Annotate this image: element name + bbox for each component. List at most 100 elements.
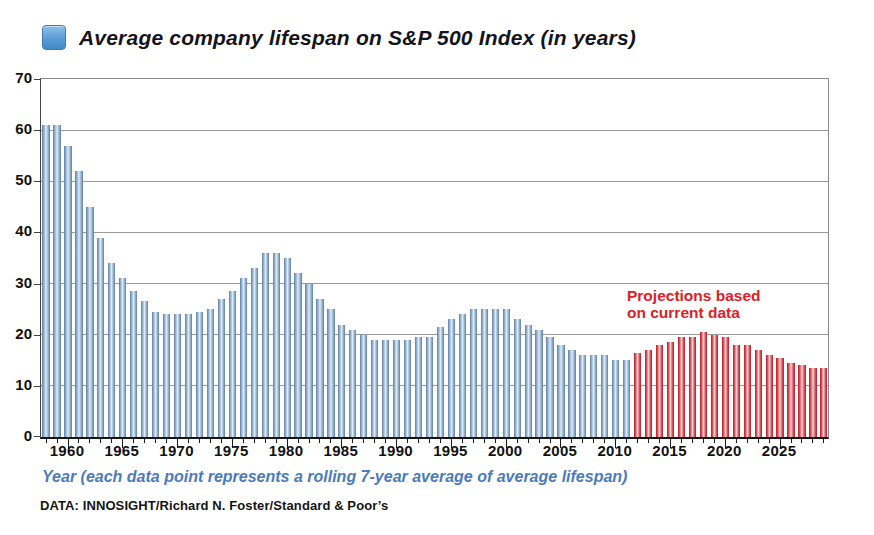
bar-1991 — [404, 340, 411, 437]
bar-2019 — [711, 335, 718, 437]
bar-2027 — [798, 365, 805, 437]
bar-1989 — [382, 340, 389, 437]
x-axis-caption: Year (each data point represents a rolli… — [42, 468, 627, 486]
bar-2015 — [667, 342, 674, 437]
y-axis-label-20: 20 — [0, 326, 32, 342]
gridline-30 — [41, 283, 828, 284]
bar-1982 — [305, 284, 312, 437]
y-tick-30 — [34, 284, 40, 285]
bar-2012 — [634, 353, 641, 437]
y-tick-70 — [34, 79, 40, 80]
bar-1998 — [481, 309, 488, 437]
bar-1959 — [53, 125, 60, 437]
bar-1972 — [196, 312, 203, 437]
chart-panel: Average company lifespan on S&P 500 Inde… — [0, 0, 874, 535]
bar-2026 — [787, 363, 794, 437]
bar-2022 — [744, 345, 751, 437]
bar-2009 — [601, 355, 608, 437]
x-tick-2028 — [812, 439, 813, 443]
bar-1996 — [459, 314, 466, 437]
bar-1965 — [119, 278, 126, 437]
bar-2013 — [645, 350, 652, 437]
gridline-60 — [41, 130, 828, 131]
y-axis-label-10: 10 — [0, 377, 32, 393]
x-axis-label-2000: 2000 — [475, 442, 535, 459]
bar-2008 — [590, 355, 597, 437]
chart-title: Average company lifespan on S&P 500 Inde… — [79, 26, 636, 50]
y-axis-label-50: 50 — [0, 172, 32, 188]
y-axis-label-40: 40 — [0, 223, 32, 239]
bar-2017 — [689, 337, 696, 437]
bar-2001 — [514, 319, 521, 437]
bar-1963 — [97, 238, 104, 437]
x-tick-2029 — [823, 439, 824, 443]
bar-1997 — [470, 309, 477, 437]
bar-1977 — [251, 268, 258, 437]
title-row: Average company lifespan on S&P 500 Inde… — [42, 25, 636, 50]
bar-2018 — [700, 332, 707, 437]
bar-1980 — [284, 258, 291, 437]
y-axis-label-30: 30 — [0, 275, 32, 291]
bar-1976 — [240, 278, 247, 437]
bar-1984 — [327, 309, 334, 437]
x-axis-label-1985: 1985 — [311, 442, 371, 459]
y-tick-20 — [34, 335, 40, 336]
projection-annotation-line2: on current data — [627, 305, 797, 322]
x-axis-label-1990: 1990 — [366, 442, 426, 459]
bar-1983 — [316, 299, 323, 437]
projection-annotation-line1: Projections based — [627, 288, 797, 305]
bar-2010 — [612, 360, 619, 437]
y-tick-10 — [34, 386, 40, 387]
y-axis-label-70: 70 — [0, 70, 32, 86]
bar-1969 — [163, 314, 170, 437]
bar-2021 — [733, 345, 740, 437]
bar-1988 — [371, 340, 378, 437]
bar-1987 — [360, 335, 367, 437]
bar-2016 — [678, 337, 685, 437]
bar-2002 — [525, 325, 532, 438]
bar-1993 — [426, 337, 433, 437]
bar-2029 — [820, 368, 827, 437]
x-axis-label-2010: 2010 — [585, 442, 645, 459]
x-axis-label-2025: 2025 — [749, 442, 809, 459]
bar-1967 — [141, 301, 148, 437]
bar-2000 — [503, 309, 510, 437]
x-axis-label-1965: 1965 — [92, 442, 152, 459]
bar-1960 — [64, 146, 71, 438]
y-tick-0 — [34, 436, 40, 437]
gridline-50 — [41, 181, 828, 182]
bar-2028 — [809, 368, 816, 437]
bar-2003 — [535, 330, 542, 437]
bar-1974 — [218, 299, 225, 437]
gridline-40 — [41, 232, 828, 233]
bar-1968 — [152, 312, 159, 437]
bar-1981 — [294, 273, 301, 437]
y-axis-label-0: 0 — [0, 428, 32, 444]
bar-2004 — [546, 337, 553, 437]
bar-1970 — [174, 314, 181, 437]
x-axis-label-1975: 1975 — [201, 442, 261, 459]
bar-1985 — [338, 325, 345, 438]
plot-area: Projections based on current data — [40, 78, 829, 439]
bar-1975 — [229, 291, 236, 437]
bar-2011 — [623, 360, 630, 437]
x-axis-label-2015: 2015 — [640, 442, 700, 459]
bar-1986 — [349, 330, 356, 437]
y-tick-50 — [34, 181, 40, 182]
x-axis-label-1995: 1995 — [420, 442, 480, 459]
bar-2014 — [656, 345, 663, 437]
x-axis-label-1980: 1980 — [256, 442, 316, 459]
bar-2007 — [579, 355, 586, 437]
y-axis-label-60: 60 — [0, 121, 32, 137]
bar-1979 — [273, 253, 280, 437]
bar-1992 — [415, 337, 422, 437]
x-axis-label-1960: 1960 — [37, 442, 97, 459]
bar-1961 — [75, 171, 82, 437]
bar-1958 — [42, 125, 49, 437]
bar-1995 — [448, 319, 455, 437]
bar-1962 — [86, 207, 93, 437]
bar-1964 — [108, 263, 115, 437]
bar-1973 — [207, 309, 214, 437]
bar-1971 — [185, 314, 192, 437]
y-tick-40 — [34, 232, 40, 233]
